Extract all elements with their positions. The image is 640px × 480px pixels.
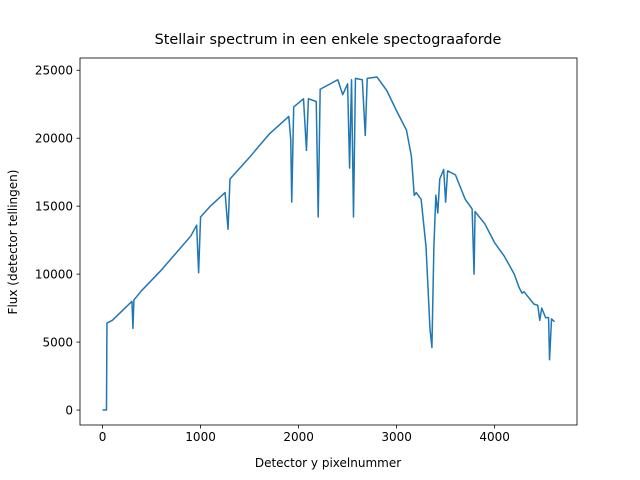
y-tick-label: 0 bbox=[65, 404, 73, 418]
y-tick-label: 5000 bbox=[42, 336, 73, 350]
x-tick-label: 1000 bbox=[185, 430, 216, 444]
y-tick-label: 15000 bbox=[35, 200, 73, 214]
y-axis-label: Flux (detector tellingen) bbox=[6, 170, 20, 315]
y-tick-label: 10000 bbox=[35, 268, 73, 282]
chart-title: Stellair spectrum in een enkele spectogr… bbox=[155, 32, 502, 48]
line-series bbox=[102, 76, 555, 411]
y-tick-label: 20000 bbox=[35, 132, 73, 146]
y-tick-label: 25000 bbox=[35, 64, 73, 78]
axes-frame bbox=[79, 57, 578, 426]
x-axis-label: Detector y pixelnummer bbox=[255, 456, 401, 470]
x-tick-label: 0 bbox=[99, 430, 107, 444]
x-tick-label: 2000 bbox=[283, 430, 314, 444]
x-tick-label: 3000 bbox=[381, 430, 412, 444]
x-tick-label: 4000 bbox=[479, 430, 510, 444]
plot-area bbox=[102, 76, 555, 411]
